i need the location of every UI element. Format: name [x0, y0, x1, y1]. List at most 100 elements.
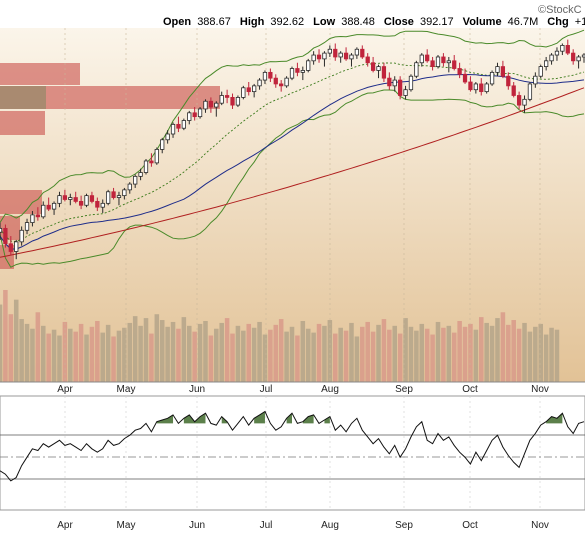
candle-body — [149, 160, 154, 164]
volume-bar — [24, 323, 30, 382]
candle-body — [430, 60, 435, 67]
bollinger-upper-band — [0, 29, 585, 223]
volume-bar — [527, 331, 533, 382]
candle-body — [392, 79, 397, 87]
candle-body — [462, 73, 468, 83]
rsi-overbought-fill — [546, 413, 563, 424]
volume-bar — [516, 328, 522, 382]
volume-bar — [78, 323, 84, 382]
volume-bar — [441, 327, 446, 382]
volume-bar — [19, 319, 24, 382]
candle-body — [376, 66, 381, 71]
candle-body — [354, 48, 360, 56]
candle-body — [425, 54, 430, 62]
candle-body — [284, 77, 289, 87]
candle-body — [246, 87, 251, 93]
candle-body — [133, 175, 138, 185]
volume-bar — [230, 333, 235, 382]
candle-body — [349, 54, 354, 60]
volume-bar — [495, 318, 500, 382]
candle-body — [581, 54, 585, 58]
candle-body — [419, 54, 424, 64]
candle-body — [360, 48, 365, 58]
candle-body — [78, 201, 84, 206]
candle-body — [235, 97, 241, 106]
volume-bar — [170, 321, 176, 382]
candle-body — [538, 66, 543, 77]
candle-body — [138, 172, 143, 177]
candle-body — [46, 204, 51, 210]
volume-bar — [154, 314, 160, 382]
candle-body — [0, 227, 3, 233]
volume-bar — [186, 325, 192, 382]
candle-body — [560, 45, 565, 52]
open-value: 388.67 — [197, 16, 231, 28]
candle-body — [522, 98, 527, 106]
candle-body — [516, 95, 522, 106]
bollinger-lower-band — [0, 89, 585, 268]
rsi-overbought-fill — [286, 413, 292, 424]
volume-bar — [8, 314, 14, 382]
candle-body — [24, 222, 30, 231]
volume-bar — [257, 321, 262, 382]
candle-body — [506, 75, 511, 87]
volume-bar — [424, 328, 430, 382]
candle-body — [414, 62, 419, 77]
volume-bar — [197, 323, 203, 382]
volume-bar — [73, 331, 78, 382]
candle-body — [192, 112, 197, 118]
volume-bar — [360, 326, 365, 382]
candle-body — [565, 45, 570, 54]
candle-body — [127, 183, 132, 191]
candle-body — [408, 75, 414, 91]
low-value: 388.48 — [341, 16, 375, 28]
volume-bar — [338, 327, 343, 382]
candle-body — [279, 83, 284, 87]
candle-body — [3, 227, 8, 245]
volume-by-price-bar — [0, 86, 46, 109]
candle-body — [30, 214, 35, 223]
candle-body — [84, 195, 89, 206]
candle-body — [479, 83, 484, 93]
volume-bar — [403, 318, 408, 382]
candle-body — [214, 102, 219, 108]
volume-label: Volume — [463, 16, 502, 28]
candle-body — [484, 83, 489, 93]
price-header: ©StockC Open 388.67 High 392.62 Low 388.… — [163, 4, 585, 28]
chg-value: +1.74 (+ — [575, 16, 585, 28]
volume-bar — [127, 322, 133, 382]
volume-bar — [316, 323, 322, 382]
volume-bar — [451, 332, 457, 382]
candle-body — [495, 66, 500, 73]
volume-bar — [251, 327, 257, 382]
volume-bar — [57, 335, 62, 382]
volume-bar — [0, 304, 3, 382]
candle-body — [268, 71, 273, 79]
volume-bar — [219, 322, 224, 382]
volume-bar — [235, 325, 241, 382]
candle-body — [35, 214, 40, 218]
candle-body — [452, 60, 457, 69]
volume-bar — [3, 290, 8, 382]
volume-bar — [414, 330, 419, 382]
chg-label: Chg — [547, 16, 568, 28]
candle-body — [549, 54, 554, 62]
volume-bar — [392, 325, 398, 382]
close-label: Close — [384, 16, 414, 28]
month-label: Apr — [57, 384, 73, 395]
candle-body — [403, 89, 408, 96]
volume-bar — [246, 323, 252, 382]
candle-body — [576, 56, 581, 62]
candle-body — [500, 66, 506, 77]
candle-body — [111, 191, 116, 198]
candle-body — [224, 95, 230, 98]
candle-body — [41, 204, 46, 218]
volume-bar — [35, 312, 41, 382]
volume-bar — [522, 322, 527, 382]
volume-bar — [284, 331, 289, 382]
rsi-overbought-fill — [254, 411, 265, 424]
month-label: Aug — [321, 520, 339, 531]
volume-bar — [408, 326, 414, 382]
month-label: Jun — [189, 520, 205, 531]
